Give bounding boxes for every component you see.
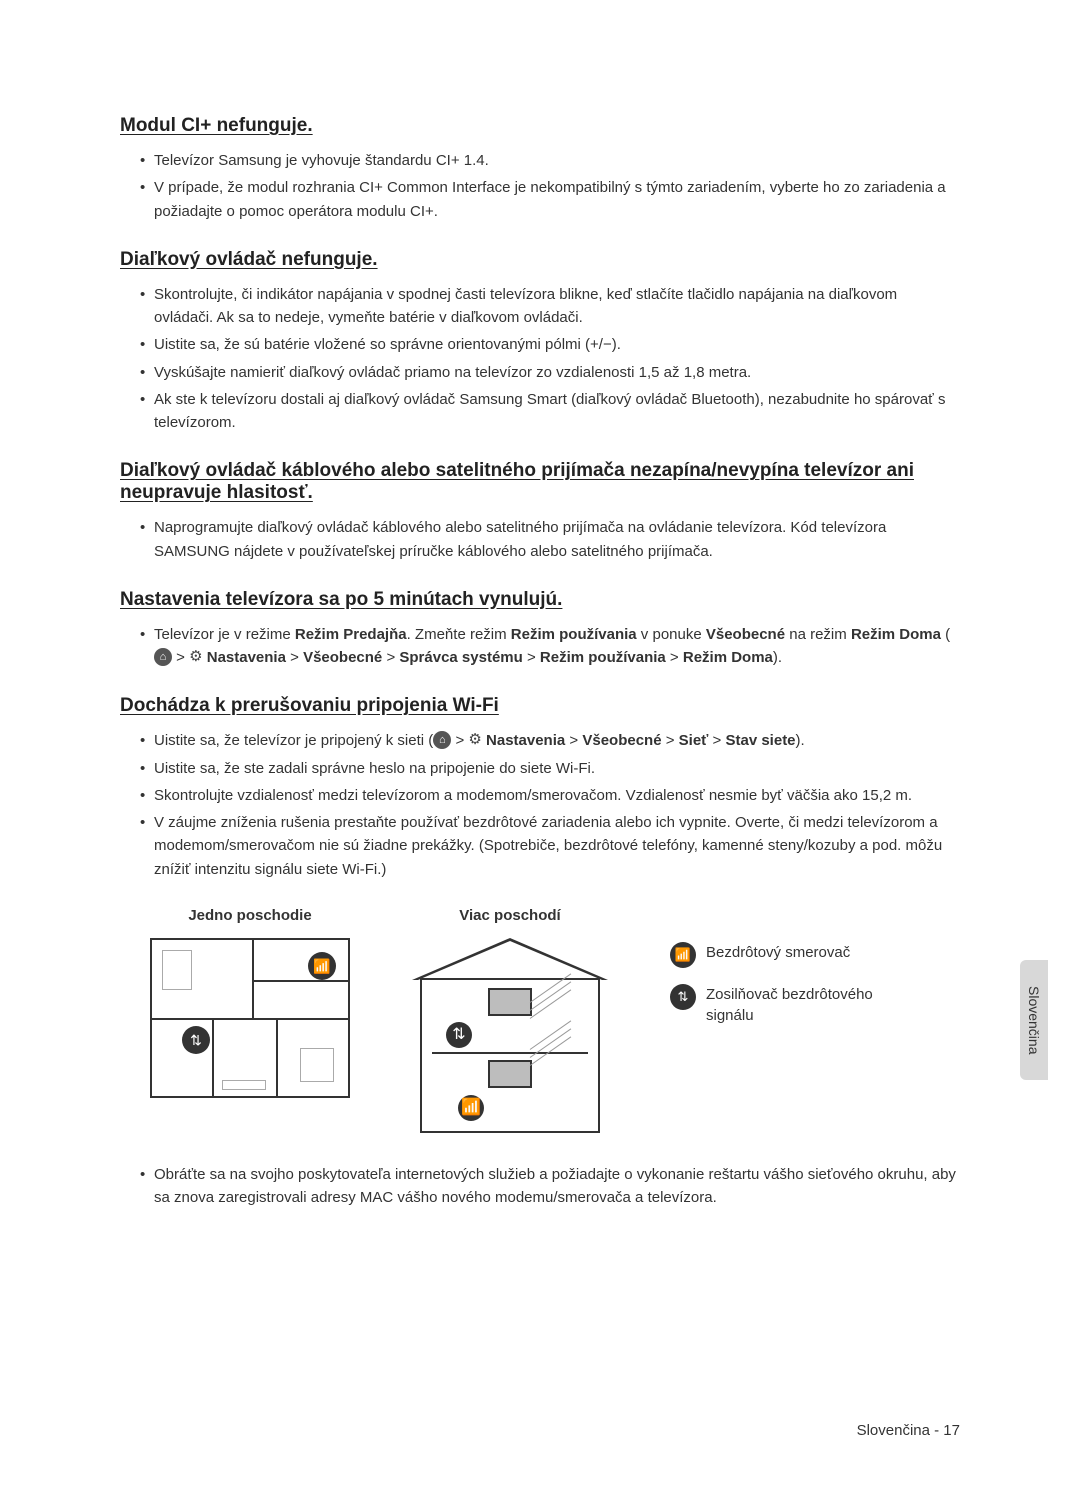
floorplan-diagram: 📶 ⇅	[150, 938, 350, 1098]
list-item: Uistite sa, že sú batérie vložené so spr…	[140, 333, 960, 356]
figure-multi-floor: Viac poschodí ⇅ 📶	[410, 907, 610, 1133]
list-item: Uistite sa, že televízor je pripojený k …	[140, 729, 960, 752]
list-item: Televízor Samsung je vyhovuje štandardu …	[140, 149, 960, 172]
menu-general: Všeobecné	[706, 626, 785, 643]
text: >	[666, 649, 683, 666]
path-status: Stav siete	[725, 732, 795, 749]
list-wifi: Uistite sa, že televízor je pripojený k …	[120, 729, 960, 881]
list-item: Uistite sa, že ste zadali správne heslo …	[140, 757, 960, 780]
list-item: Televízor je v režime Režim Predajňa. Zm…	[140, 623, 960, 670]
language-tab: Slovenčina	[1020, 960, 1048, 1080]
gear-icon: ⚙	[189, 648, 202, 666]
path-settings: Nastavenia	[207, 649, 286, 666]
repeater-icon: ⇅	[446, 1022, 472, 1048]
mode-usage: Režim používania	[511, 626, 637, 643]
path-general: Všeobecné	[582, 732, 661, 749]
legend-item-repeater: ⇅ Zosilňovač bezdrôtového signálu	[670, 984, 916, 1026]
path-sysmgr: Správca systému	[399, 649, 522, 666]
text: . Zmeňte režim	[407, 626, 511, 643]
page-content: Modul CI+ nefunguje. Televízor Samsung j…	[0, 0, 1080, 1275]
text: >	[662, 732, 679, 749]
repeater-icon: ⇅	[182, 1026, 210, 1054]
repeater-icon: ⇅	[670, 984, 696, 1010]
list-item: V prípade, že modul rozhrania CI+ Common…	[140, 176, 960, 223]
list-ci-module: Televízor Samsung je vyhovuje štandardu …	[120, 149, 960, 223]
text: >	[382, 649, 399, 666]
text: >	[286, 649, 303, 666]
path-home: Režim Doma	[683, 649, 773, 666]
text: >	[523, 649, 540, 666]
heading-wifi: Dochádza k prerušovaniu pripojenia Wi-Fi	[120, 695, 960, 717]
list-remote: Skontrolujte, či indikátor napájania v s…	[120, 283, 960, 435]
heading-settings-reset: Nastavenia televízora sa po 5 minútach v…	[120, 589, 960, 611]
home-icon: ⌂	[433, 731, 451, 749]
text: na režim	[785, 626, 851, 643]
router-icon: 📶	[458, 1095, 484, 1121]
tv-icon	[488, 1060, 532, 1088]
list-item: Vyskúšajte namieriť diaľkový ovládač pri…	[140, 361, 960, 384]
list-cable-remote: Naprogramujte diaľkový ovládač káblového…	[120, 516, 960, 563]
caption-multi-floor: Viac poschodí	[459, 907, 560, 924]
text: v ponuke	[637, 626, 706, 643]
figure-single-floor: Jedno poschodie 📶 ⇅	[150, 907, 350, 1098]
text: Uistite sa, že televízor je pripojený k …	[154, 732, 433, 749]
figures-row: Jedno poschodie 📶 ⇅ Viac poschodí	[150, 907, 960, 1133]
text: (	[941, 626, 950, 643]
router-icon: 📶	[670, 942, 696, 968]
text: >	[708, 732, 725, 749]
legend-text-router: Bezdrôtový smerovač	[706, 942, 850, 963]
heading-remote: Diaľkový ovládač nefunguje.	[120, 249, 960, 271]
gear-icon: ⚙	[468, 731, 481, 749]
multistory-diagram: ⇅ 📶	[410, 938, 610, 1133]
list-item: Skontrolujte, či indikátor napájania v s…	[140, 283, 960, 330]
mode-retail: Režim Predajňa	[295, 626, 407, 643]
heading-ci-module: Modul CI+ nefunguje.	[120, 115, 960, 137]
list-settings-reset: Televízor je v režime Režim Predajňa. Zm…	[120, 623, 960, 670]
language-tab-label: Slovenčina	[1026, 986, 1042, 1055]
list-item: V záujme zníženia rušenia prestaňte použ…	[140, 811, 960, 881]
heading-cable-remote: Diaľkový ovládač káblového alebo satelit…	[120, 460, 960, 504]
text: >	[172, 649, 189, 666]
caption-single-floor: Jedno poschodie	[188, 907, 311, 924]
list-item: Obráťte sa na svojho poskytovateľa inter…	[140, 1163, 960, 1210]
text: ).	[773, 649, 782, 666]
path-settings: Nastavenia	[486, 732, 565, 749]
list-item: Ak ste k televízoru dostali aj diaľkový …	[140, 388, 960, 435]
legend-item-router: 📶 Bezdrôtový smerovač	[670, 942, 916, 968]
text: >	[565, 732, 582, 749]
text: ).	[796, 732, 805, 749]
home-icon: ⌂	[154, 648, 172, 666]
list-item: Skontrolujte vzdialenosť medzi televízor…	[140, 784, 960, 807]
list-wifi-continued: Obráťte sa na svojho poskytovateľa inter…	[120, 1163, 960, 1210]
path-network: Sieť	[679, 732, 709, 749]
path-usage: Režim používania	[540, 649, 666, 666]
legend-text-repeater: Zosilňovač bezdrôtového signálu	[706, 984, 916, 1026]
text: Televízor je v režime	[154, 626, 295, 643]
legend: 📶 Bezdrôtový smerovač ⇅ Zosilňovač bezdr…	[670, 907, 916, 1026]
text: >	[451, 732, 468, 749]
router-icon: 📶	[308, 952, 336, 980]
list-item: Naprogramujte diaľkový ovládač káblového…	[140, 516, 960, 563]
page-footer: Slovenčina - 17	[857, 1422, 960, 1439]
tv-icon	[488, 988, 532, 1016]
mode-home: Režim Doma	[851, 626, 941, 643]
path-general: Všeobecné	[303, 649, 382, 666]
